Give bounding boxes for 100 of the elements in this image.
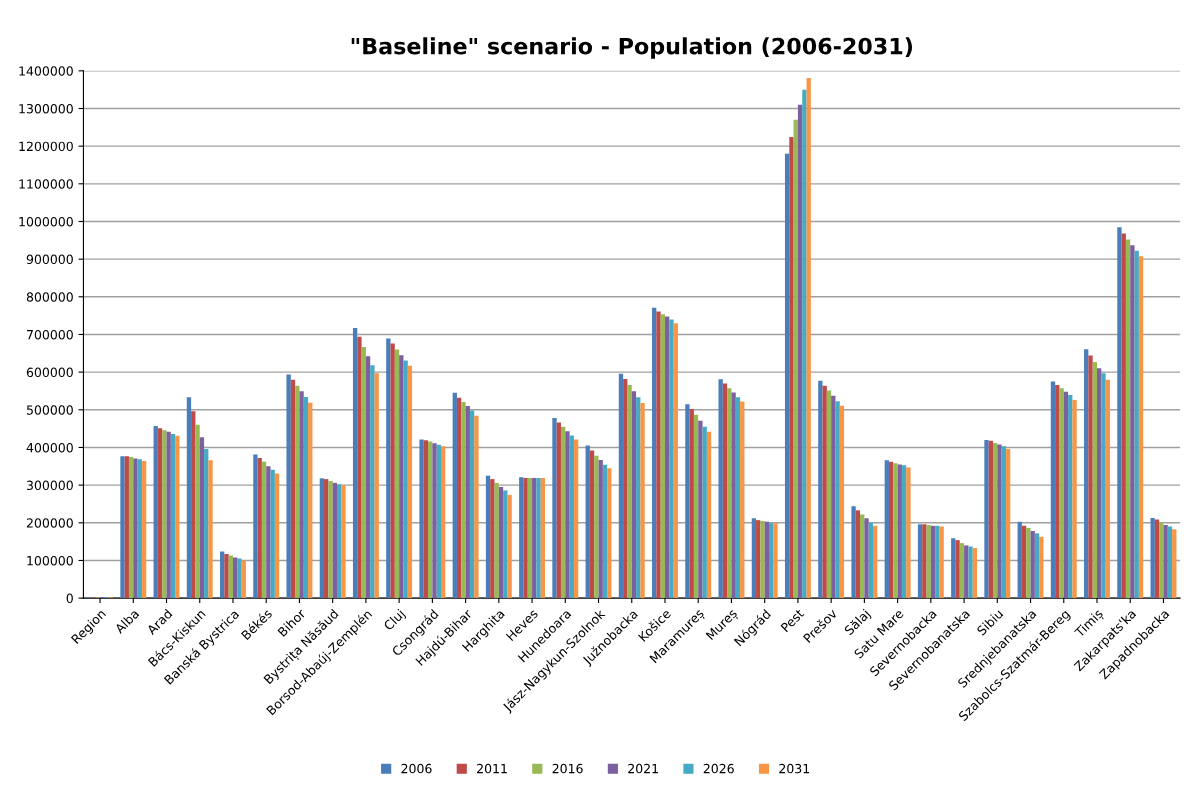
bar (452, 392, 457, 599)
bar (124, 456, 129, 599)
bar (888, 461, 894, 599)
bar (598, 459, 603, 599)
bar (266, 466, 271, 599)
bar (153, 426, 158, 599)
bar (873, 525, 878, 599)
y-tick-label: 1200000 (19, 141, 73, 152)
bar (204, 448, 209, 599)
bar (274, 473, 280, 599)
bar (930, 525, 936, 599)
y-tick-label: 900000 (26, 254, 73, 265)
bar (1026, 528, 1031, 599)
bar (972, 548, 978, 599)
bar (1063, 391, 1069, 599)
bar (423, 440, 429, 599)
bar (527, 477, 533, 599)
bar (166, 431, 171, 599)
bar (802, 89, 807, 599)
bar (261, 461, 267, 599)
bar (498, 487, 504, 599)
bar (1138, 256, 1144, 599)
legend-label: 2026 (703, 763, 734, 774)
bar (640, 403, 645, 599)
bar (299, 391, 304, 599)
bar (195, 424, 200, 599)
bar (1125, 239, 1131, 599)
bar (594, 455, 599, 599)
bar (984, 439, 989, 599)
bar (769, 523, 774, 599)
bar (1130, 245, 1135, 599)
bar (1150, 517, 1155, 599)
bar (893, 463, 898, 599)
y-tick-label: 200000 (26, 518, 73, 528)
bar (1172, 529, 1177, 599)
bar (839, 405, 845, 599)
bar (374, 373, 379, 599)
bar (357, 336, 362, 599)
bar (519, 477, 524, 599)
bar (731, 392, 736, 599)
bar (469, 410, 475, 599)
bar (295, 385, 300, 599)
bar (1021, 525, 1027, 599)
bar (760, 520, 765, 599)
bar (1017, 521, 1022, 599)
legend-label: 2016 (552, 763, 583, 774)
bar (1121, 233, 1126, 599)
bar (232, 557, 238, 599)
bar (652, 307, 657, 599)
bar (884, 460, 889, 599)
bar (120, 456, 125, 599)
y-tick-label: 500000 (26, 405, 73, 415)
bar (332, 482, 337, 599)
bar (170, 433, 176, 599)
bar (386, 338, 391, 599)
bar (1055, 384, 1060, 599)
bar (456, 397, 462, 599)
bar (669, 319, 674, 599)
bar (141, 461, 147, 599)
bar (186, 397, 192, 599)
bar (1088, 355, 1093, 599)
bar (656, 311, 661, 599)
bar (922, 524, 927, 599)
bar (1134, 250, 1139, 599)
bar (319, 478, 325, 599)
legend-label: 2006 (401, 763, 432, 774)
bar (864, 518, 869, 599)
bar (523, 477, 528, 599)
bar (992, 442, 998, 599)
y-tick-label: 100000 (27, 555, 73, 566)
bar (224, 554, 229, 599)
bar (461, 401, 466, 599)
bar (585, 445, 590, 599)
bar (818, 380, 823, 599)
bar (673, 323, 678, 599)
bar (964, 545, 969, 599)
y-tick-label: 1100000 (19, 179, 73, 189)
bar (208, 460, 213, 599)
bar (303, 397, 309, 599)
bar (806, 77, 811, 599)
bar (906, 467, 911, 599)
bar (253, 454, 258, 599)
bar (257, 458, 262, 599)
bar (503, 490, 508, 599)
bar (735, 397, 741, 599)
bar (773, 523, 778, 599)
bar (602, 464, 608, 599)
bar (532, 477, 537, 599)
bar (959, 543, 965, 599)
bar (660, 314, 665, 599)
bar (935, 525, 940, 599)
y-tick-label: 1000000 (19, 216, 73, 227)
bar (128, 456, 134, 599)
bar (793, 119, 798, 599)
bar (727, 388, 732, 599)
bar (162, 430, 167, 599)
bar (441, 446, 446, 599)
bar (220, 551, 225, 599)
bar (361, 346, 366, 599)
bar (822, 385, 827, 599)
